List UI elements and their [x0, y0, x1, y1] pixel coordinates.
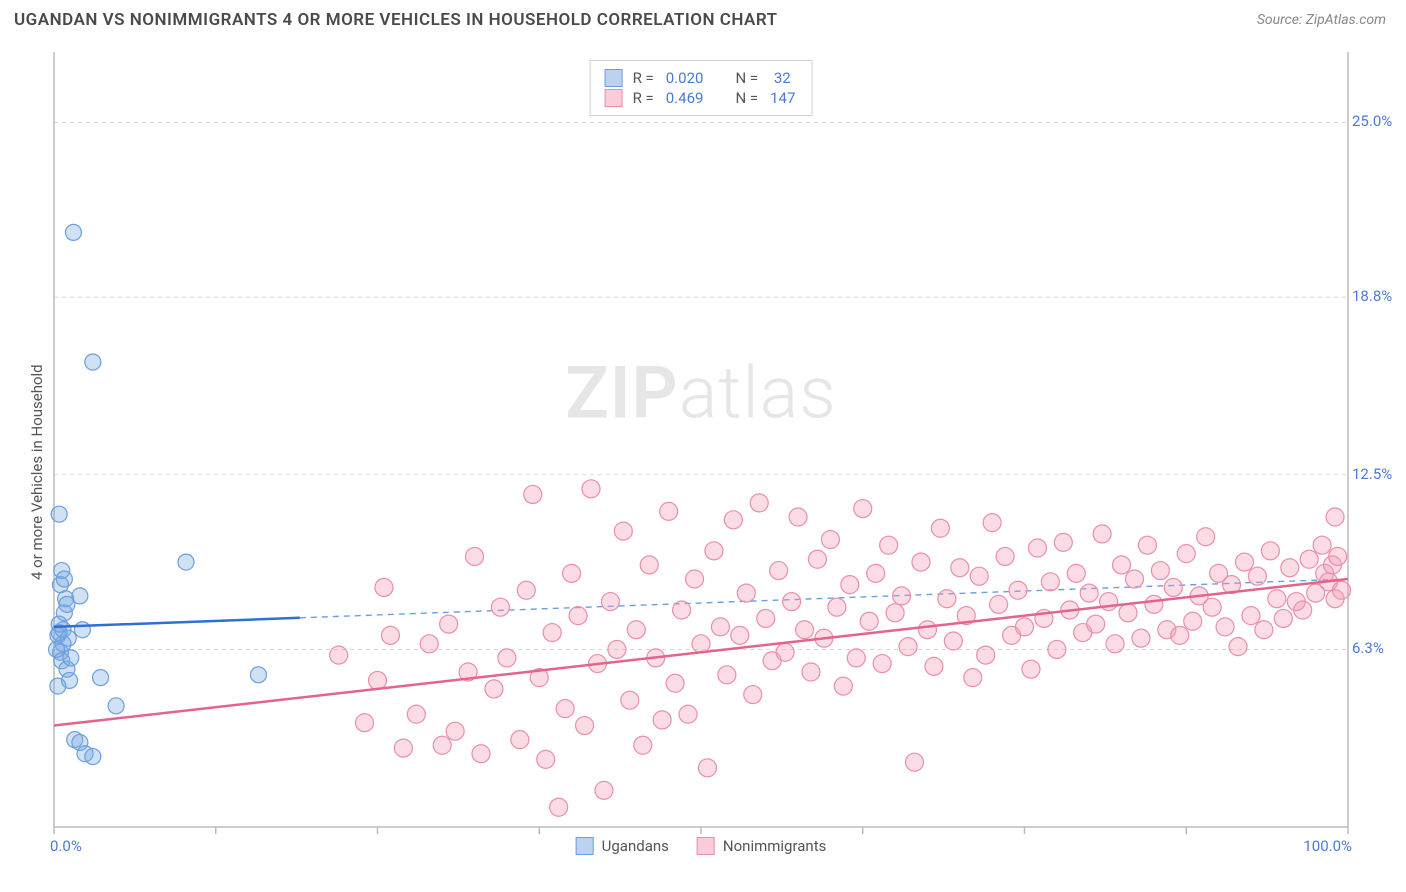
y-tick-label: 6.3%: [1352, 639, 1398, 657]
legend-row-ugandans: R = 0.020 N = 32: [605, 69, 798, 87]
x-tick-min: 0.0%: [50, 837, 82, 855]
chart-area: ZIPatlas R = 0.020 N = 32 R = 0.469 N = …: [54, 52, 1348, 827]
legend-swatch-ugandans: [605, 69, 623, 87]
legend-item-nonimmigrants: Nonimmigrants: [697, 837, 826, 855]
y-tick-label: 25.0%: [1352, 112, 1398, 130]
x-tick-max: 100.0%: [1303, 837, 1352, 855]
legend-swatch-ugandans-icon: [576, 837, 594, 855]
chart-source: Source: ZipAtlas.com: [1257, 12, 1386, 28]
scatter-plot: [54, 52, 1348, 827]
y-tick-label: 18.8%: [1352, 287, 1398, 305]
y-tick-label: 12.5%: [1352, 465, 1398, 483]
legend-series: Ugandans Nonimmigrants: [576, 837, 827, 855]
legend-swatch-nonimmigrants-icon: [697, 837, 715, 855]
y-axis-label: 4 or more Vehicles in Household: [28, 364, 46, 580]
chart-header: UGANDAN VS NONIMMIGRANTS 4 OR MORE VEHIC…: [0, 0, 1406, 38]
legend-swatch-nonimmigrants: [605, 89, 623, 107]
legend-row-nonimmigrants: R = 0.469 N = 147: [605, 89, 798, 107]
chart-title: UGANDAN VS NONIMMIGRANTS 4 OR MORE VEHIC…: [14, 10, 778, 30]
legend-correlation: R = 0.020 N = 32 R = 0.469 N = 147: [590, 60, 813, 116]
legend-item-ugandans: Ugandans: [576, 837, 669, 855]
